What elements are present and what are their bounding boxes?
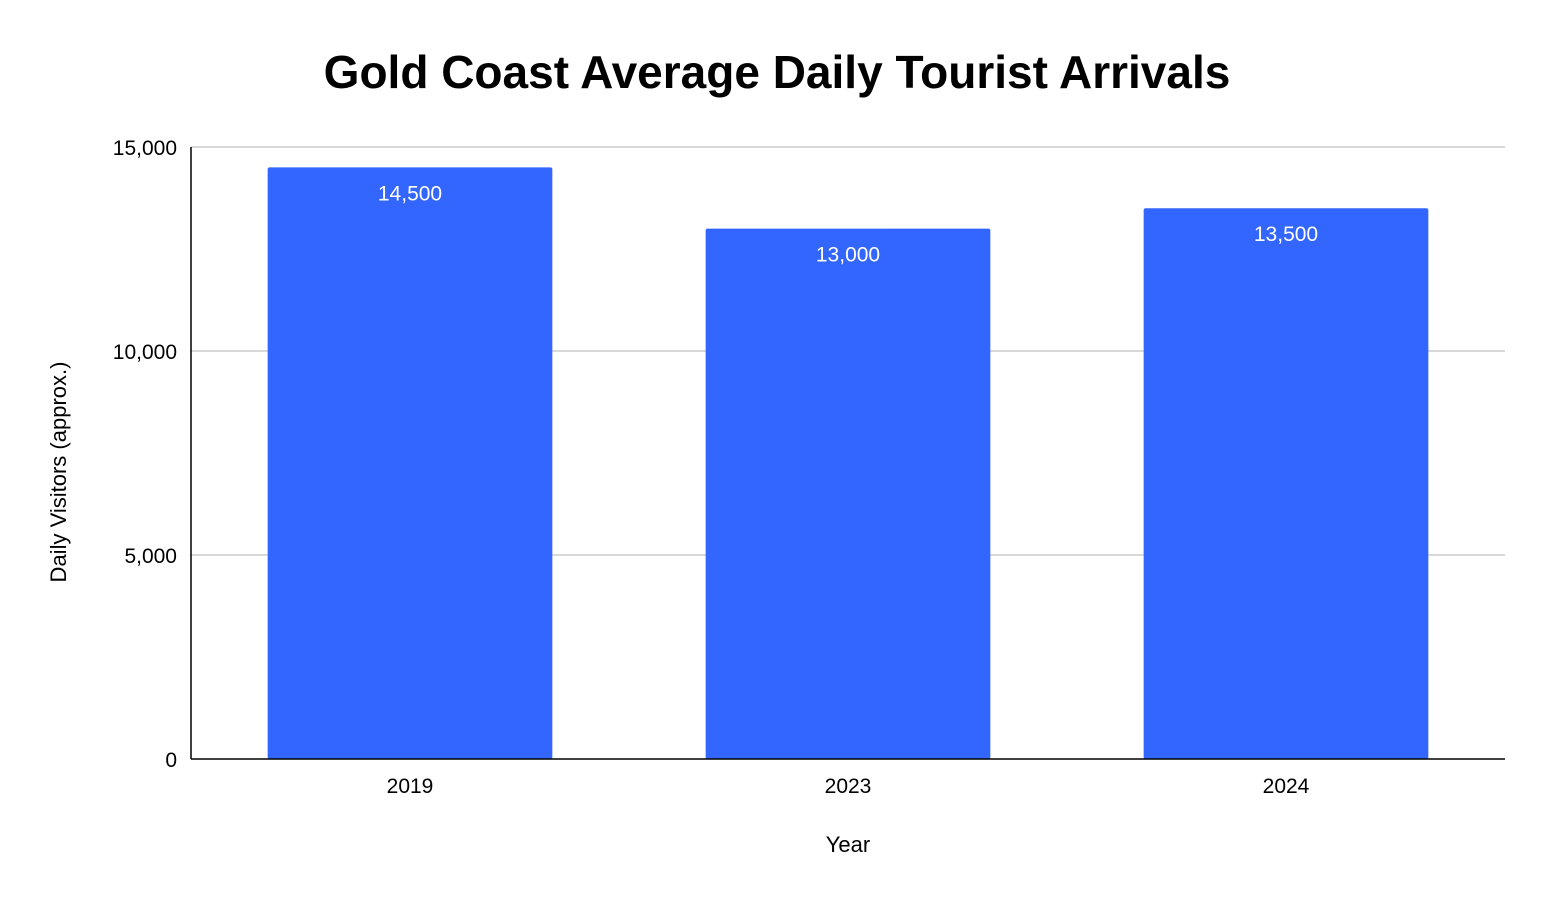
bar-value-label: 13,500 [1254,223,1318,246]
bar [705,228,991,760]
bars [267,167,1429,760]
bar-value-label: 14,500 [378,182,442,205]
chart-title: Gold Coast Average Daily Tourist Arrival… [324,46,1231,98]
axes: 0 5,000 10,000 15,000 2019 2023 2024 [113,137,1505,798]
y-tick-label: 15,000 [113,137,177,160]
x-tick-label: 2024 [1263,775,1310,798]
bar [1143,208,1429,759]
x-axis-title: Year [826,832,870,857]
y-axis-title: Daily Visitors (approx.) [46,362,71,583]
y-tick-label: 10,000 [113,341,177,364]
x-tick-label: 2019 [387,775,434,798]
bar-value-label: 13,000 [816,244,880,267]
data-labels: 14,500 13,000 13,500 [378,182,1318,266]
y-tick-label: 0 [165,749,177,772]
y-tick-label: 5,000 [124,545,177,568]
x-tick-label: 2023 [825,775,872,798]
bar [267,167,553,759]
